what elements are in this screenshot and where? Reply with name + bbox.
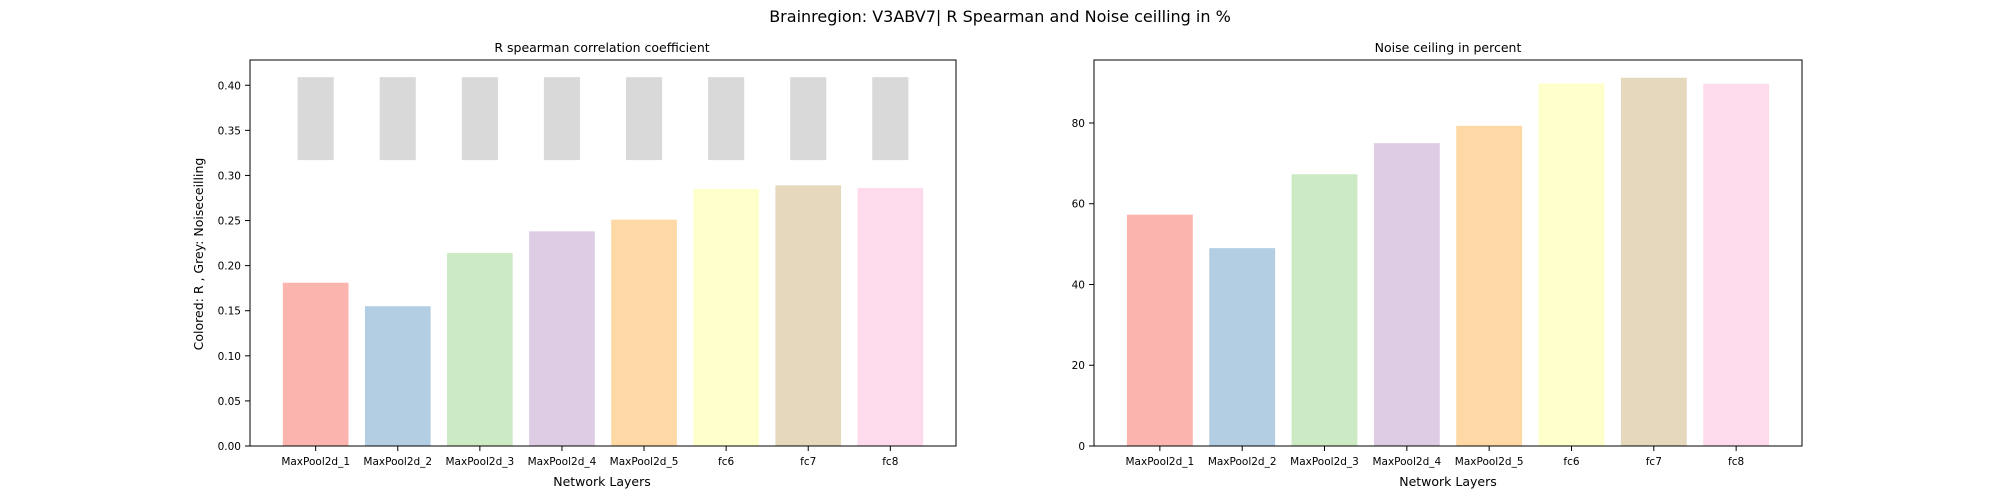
y-tick-label: 60 (1072, 199, 1085, 211)
y-tick-label: 0.35 (218, 125, 241, 137)
bar-fc8 (1703, 83, 1770, 446)
bar-MaxPool2d_4 (1373, 143, 1440, 447)
x-axis-label: Network Layers (553, 474, 651, 489)
bar-MaxPool2d_5 (1456, 125, 1523, 446)
x-tick-label: MaxPool2d_5 (1455, 456, 1524, 468)
bar-MaxPool2d_1 (282, 282, 349, 446)
y-tick-label: 0.00 (218, 441, 241, 453)
noiseceiling-bar-fc8 (872, 77, 909, 161)
chart-title: R spearman correlation coefficient (494, 40, 709, 55)
x-tick-label: fc8 (1728, 456, 1744, 468)
bar-fc7 (1620, 77, 1687, 447)
noiseceiling-bar-fc7 (790, 77, 827, 161)
x-tick-label: MaxPool2d_3 (446, 456, 515, 468)
noiseceiling-bar-MaxPool2d_3 (461, 77, 498, 161)
y-tick-label: 0.25 (218, 216, 241, 228)
plot-frame (1093, 59, 1803, 447)
bars-layer (282, 77, 924, 447)
x-tick-label: MaxPool2d_1 (1126, 456, 1195, 468)
x-tick-label: MaxPool2d_3 (1290, 456, 1359, 468)
figure-title: Brainregion: V3ABV7| R Spearman and Nois… (769, 7, 1231, 26)
bar-fc8 (857, 188, 924, 446)
bar-MaxPool2d_5 (611, 219, 677, 446)
x-tick-label: MaxPool2d_2 (363, 456, 432, 468)
y-tick-label: 20 (1072, 360, 1085, 372)
bar-MaxPool2d_2 (1209, 248, 1276, 446)
x-axis-label: Network Layers (1399, 474, 1497, 489)
bar-MaxPool2d_4 (529, 231, 595, 446)
x-tick-label: MaxPool2d_5 (610, 456, 679, 468)
chart-noise-ceiling: Noise ceiling in percent Network Layers … (1072, 40, 1803, 489)
y-tick-label: 0.05 (218, 396, 241, 408)
bar-fc6 (1538, 83, 1605, 447)
bar-MaxPool2d_2 (364, 306, 431, 446)
noiseceiling-bar-fc6 (708, 77, 745, 161)
bar-fc7 (775, 185, 842, 447)
y-tick-label: 0.15 (218, 306, 241, 318)
axes-layer: 0 20 40 60 80 MaxPool2d_1 MaxPool2d_2 MaxPool2d… (1072, 59, 1803, 468)
noiseceiling-bar-MaxPool2d_4 (543, 77, 581, 161)
x-tick-label: fc7 (800, 456, 816, 468)
x-tick-label: fc7 (1646, 456, 1662, 468)
bar-MaxPool2d_1 (1126, 214, 1193, 446)
x-tick-label: MaxPool2d_4 (528, 456, 597, 468)
y-tick-label: 40 (1072, 279, 1085, 291)
bar-MaxPool2d_3 (447, 253, 513, 446)
chart-title: Noise ceiling in percent (1375, 40, 1522, 55)
bar-MaxPool2d_3 (1291, 174, 1358, 446)
y-tick-label: 0.40 (218, 80, 241, 92)
x-tick-label: fc6 (718, 456, 734, 468)
y-axis-label: Colored: R , Grey: Noiseceilling (191, 158, 206, 351)
bars-layer (1126, 77, 1770, 447)
x-tick-label: fc8 (882, 456, 898, 468)
y-tick-label: 0 (1078, 441, 1085, 453)
axes-layer: 0.00 0.05 0.10 0.15 0.20 0.25 0.30 0.35 0.40 MaxP… (218, 59, 957, 468)
chart-r-spearman: R spearman correlation coefficient Netwo… (191, 40, 957, 489)
x-tick-label: MaxPool2d_2 (1208, 456, 1277, 468)
y-tick-label: 0.20 (218, 261, 241, 273)
y-tick-label: 0.10 (218, 351, 241, 363)
plot-frame (249, 59, 957, 447)
noiseceiling-bar-MaxPool2d_5 (625, 77, 663, 161)
noiseceiling-bar-MaxPool2d_1 (297, 77, 334, 161)
x-tick-label: MaxPool2d_4 (1372, 456, 1441, 468)
x-tick-label: MaxPool2d_1 (281, 456, 350, 468)
bar-fc6 (693, 188, 759, 446)
noiseceiling-bar-MaxPool2d_2 (379, 77, 416, 161)
y-tick-label: 80 (1072, 118, 1085, 130)
x-tick-label: fc6 (1563, 456, 1579, 468)
y-tick-label: 0.30 (218, 170, 241, 182)
